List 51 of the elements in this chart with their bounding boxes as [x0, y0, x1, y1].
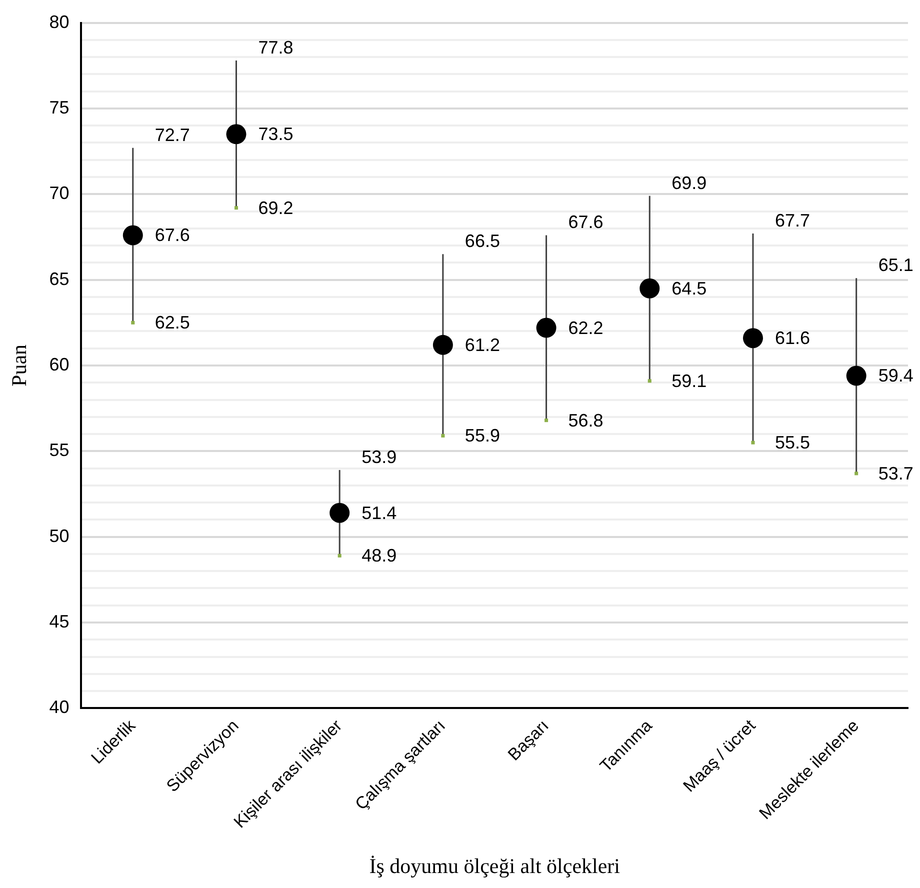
point — [234, 206, 238, 210]
point — [854, 472, 858, 476]
data-label: 56.8 — [568, 410, 604, 430]
x-axis-title: İş doyumu ölçeği alt ölçekleri — [369, 854, 620, 878]
point — [742, 328, 763, 348]
annotation: 66.5 — [464, 231, 500, 252]
data-label: 73.5 — [258, 124, 294, 144]
point — [648, 379, 652, 383]
data-label: 62.2 — [568, 318, 604, 338]
annotation: 65.1 — [878, 255, 914, 276]
point — [432, 334, 453, 355]
data-label: 64.5 — [672, 278, 707, 298]
y-tick-label: 70 — [49, 183, 70, 204]
data-label: 55.5 — [774, 432, 810, 453]
point — [330, 502, 350, 523]
y-tick-label: 40 — [49, 697, 70, 718]
data-label: 62.5 — [154, 312, 190, 333]
data-label: 69.2 — [258, 198, 294, 218]
y-tick-label: 65 — [49, 268, 70, 289]
point — [536, 318, 556, 338]
data-label: 48.9 — [362, 546, 397, 566]
y-tick-label: 45 — [49, 611, 70, 632]
point — [544, 418, 548, 422]
y-tick-label: 80 — [49, 12, 70, 32]
data-label: 55.9 — [464, 426, 500, 446]
y-tick-label: 50 — [49, 526, 70, 546]
annotation: 69.9 — [672, 172, 707, 193]
annotation: 67.7 — [774, 210, 810, 231]
annotation: 67.6 — [568, 212, 604, 232]
data-label: 61.6 — [774, 328, 810, 348]
point — [122, 225, 143, 246]
data-label: 67.6 — [154, 225, 190, 246]
annotation: 53.9 — [362, 446, 397, 467]
data-label: 51.4 — [362, 502, 397, 523]
point — [441, 434, 445, 438]
point — [226, 124, 246, 144]
annotation: 77.8 — [258, 37, 294, 58]
annotation: 72.7 — [154, 124, 190, 145]
point — [846, 366, 866, 386]
y-axis-title: Puan — [7, 344, 32, 386]
data-label: 59.1 — [672, 370, 707, 391]
point — [338, 554, 342, 558]
data-label: 59.4 — [878, 366, 914, 386]
y-tick-label: 60 — [49, 354, 70, 374]
point — [640, 278, 660, 298]
point — [751, 440, 755, 444]
y-tick-label: 55 — [49, 440, 70, 460]
data-label: 61.2 — [464, 334, 500, 355]
point — [131, 320, 135, 324]
y-tick-label: 75 — [49, 97, 70, 118]
data-label: 53.7 — [878, 463, 914, 484]
